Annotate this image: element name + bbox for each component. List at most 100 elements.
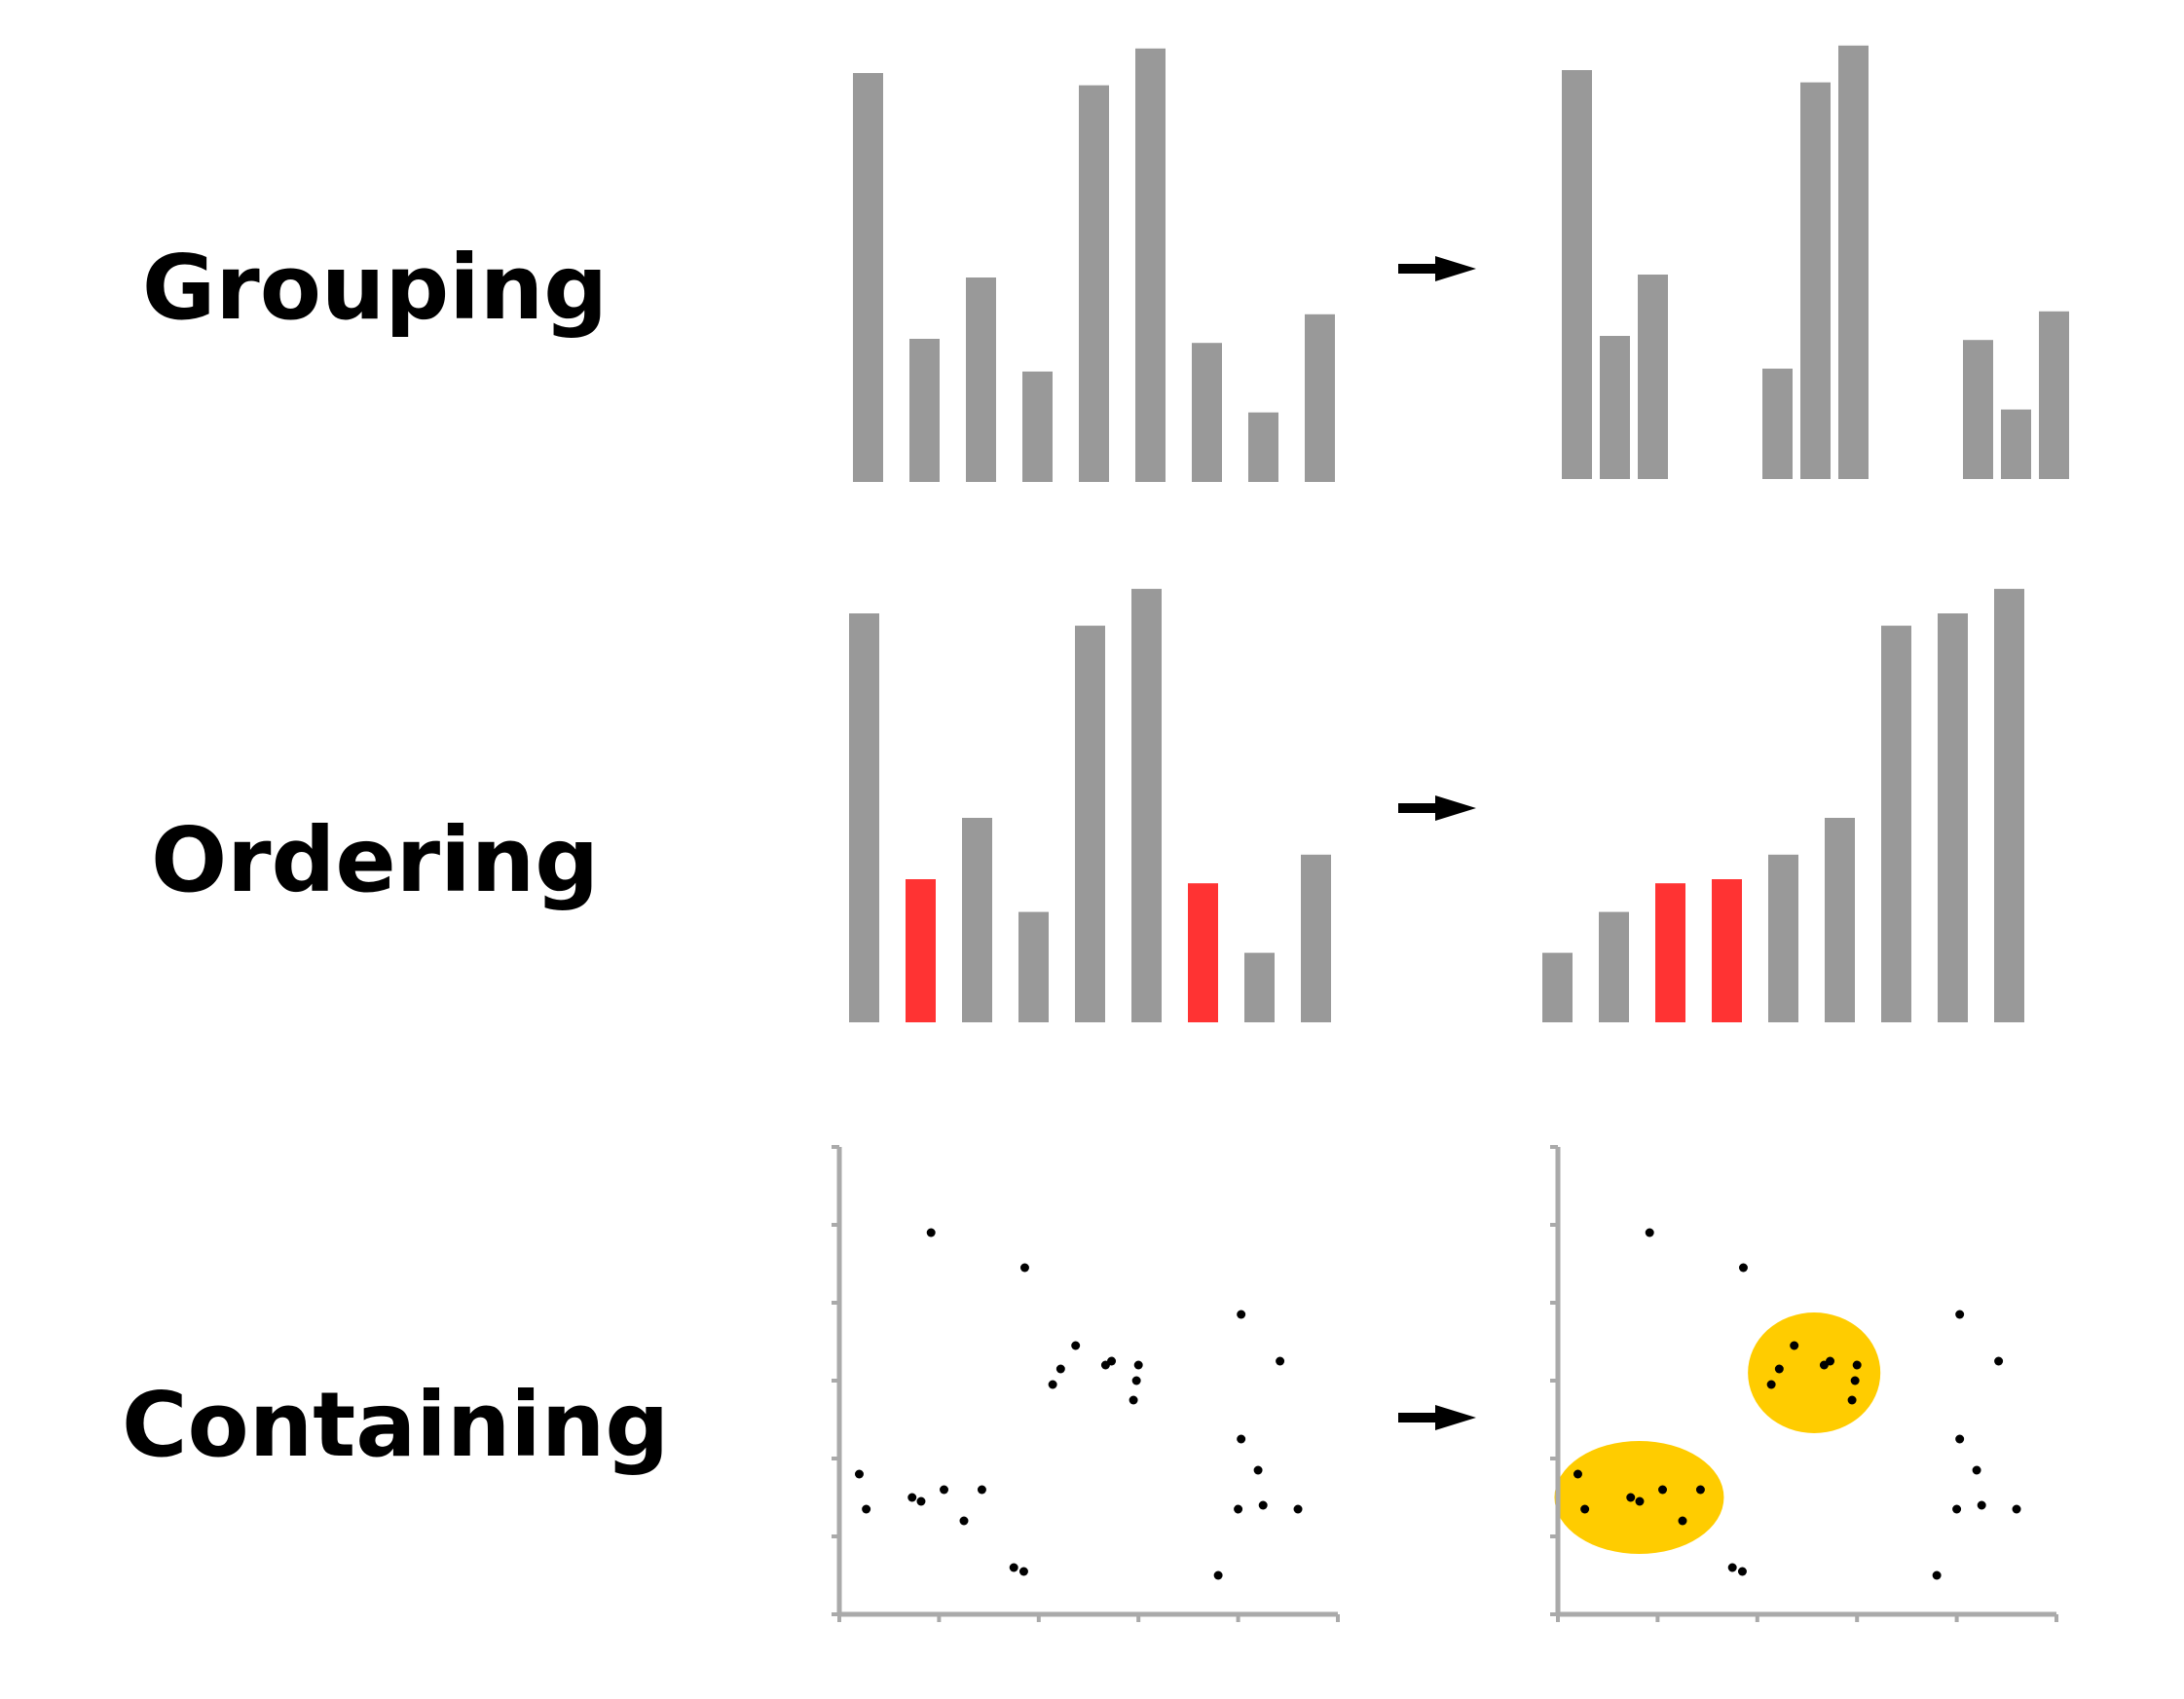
ordering-before-bar-5 [1131, 588, 1162, 1022]
arrow-head [1435, 1405, 1476, 1430]
arrow-head [1435, 256, 1476, 281]
ordering-before-bar-chart [849, 588, 1331, 1022]
ordering-before-bar-6 [1188, 883, 1218, 1022]
containing-after-scatter-plot [1550, 1145, 2058, 1622]
grouping-after-bar-0 [1562, 70, 1592, 479]
scatter-point-9 [1071, 1341, 1081, 1350]
scatter-point-24 [1213, 1570, 1223, 1580]
ordering-before-bar-8 [1301, 854, 1331, 1022]
scatter-point-23 [2012, 1504, 2021, 1514]
grouping-before-bar-2 [966, 277, 996, 482]
grouping-before-bar-4 [1079, 85, 1109, 482]
scatter-point-11 [1107, 1356, 1117, 1366]
grouping-after-bar-8 [2039, 311, 2069, 479]
grouping-after-bar-2 [1638, 275, 1668, 479]
arrow-shaft [1398, 1413, 1437, 1422]
scatter-point-12 [1131, 1376, 1141, 1385]
ordering-after-bar-6 [1881, 625, 1911, 1022]
scatter-point-5 [1678, 1516, 1687, 1526]
grouping-before-bar-8 [1305, 314, 1335, 482]
ordering-after-bar-4 [1768, 854, 1798, 1022]
scatter-point-6 [1695, 1485, 1705, 1495]
scatter-point-26 [1018, 1567, 1028, 1576]
scatter-point-1 [862, 1504, 871, 1514]
ordering-arrow-icon [1398, 795, 1476, 821]
container-ellipse-1 [1748, 1312, 1881, 1433]
grouping-after-bar-6 [1963, 340, 1993, 479]
grouping-after-bar-3 [1762, 368, 1793, 479]
grouping-before-bar-5 [1135, 48, 1166, 483]
scatter-point-3 [1635, 1496, 1645, 1506]
scatter-point-6 [977, 1485, 986, 1495]
ordering-before-bar-2 [962, 818, 992, 1022]
scatter-point-25 [1009, 1563, 1018, 1572]
arrow-shaft [1398, 264, 1437, 274]
scatter-point-21 [1234, 1504, 1243, 1514]
scatter-point-16 [1019, 1263, 1029, 1273]
scatter-point-1 [1580, 1504, 1590, 1514]
scatter-point-17 [1955, 1310, 1965, 1319]
scatter-point-13 [1133, 1360, 1143, 1370]
ordering-after-bar-chart [1542, 588, 2024, 1022]
scatter-point-5 [959, 1516, 969, 1526]
ordering-after-bar-3 [1712, 879, 1742, 1022]
scatter-point-15 [1645, 1228, 1654, 1237]
grouping-before-bar-0 [853, 73, 883, 482]
scatter-point-15 [926, 1228, 936, 1237]
ordering-after-bar-0 [1542, 952, 1573, 1022]
grouping-before-bar-chart [853, 48, 1335, 483]
scatter-point-2 [1626, 1493, 1636, 1502]
scatter-point-7 [1048, 1380, 1057, 1389]
ordering-after-bar-8 [1994, 588, 2024, 1022]
ordering-after-bar-5 [1825, 818, 1855, 1022]
ordering-before-bar-3 [1018, 911, 1049, 1022]
scatter-point-12 [1850, 1376, 1860, 1385]
scatter-point-8 [1055, 1364, 1065, 1374]
containing-arrow-icon [1398, 1405, 1476, 1430]
scatter-point-18 [1276, 1356, 1285, 1366]
ordering-after-bar-7 [1938, 613, 1968, 1022]
grouping-arrow-icon [1398, 256, 1476, 281]
scatter-point-18 [1994, 1356, 2004, 1366]
ordering-before-bar-0 [849, 613, 879, 1022]
scatter-point-23 [1293, 1504, 1303, 1514]
grouping-before-bar-3 [1022, 371, 1053, 482]
scatter-point-0 [854, 1469, 864, 1479]
arrow-shaft [1398, 803, 1437, 813]
scatter-point-26 [1737, 1567, 1747, 1576]
ordering-before-bar-4 [1075, 625, 1105, 1022]
scatter-point-24 [1932, 1570, 1942, 1580]
scatter-point-19 [1237, 1434, 1246, 1444]
ordering-label: Ordering [150, 808, 600, 912]
scatter-point-8 [1774, 1364, 1784, 1374]
scatter-point-22 [1977, 1500, 1986, 1510]
scatter-point-9 [1790, 1341, 1799, 1350]
scatter-point-20 [1253, 1465, 1263, 1475]
grouping-before-bar-6 [1192, 343, 1222, 482]
arrow-head [1435, 795, 1476, 821]
scatter-point-7 [1766, 1380, 1776, 1389]
scatter-point-3 [916, 1496, 926, 1506]
ordering-before-bar-7 [1244, 952, 1275, 1022]
ordering-after-bar-1 [1599, 911, 1629, 1022]
containing-label: Containing [122, 1373, 670, 1477]
scatter-point-11 [1826, 1356, 1835, 1366]
scatter-point-17 [1237, 1310, 1246, 1319]
scatter-point-14 [1847, 1395, 1857, 1405]
containing-before-scatter-plot [832, 1145, 1340, 1622]
grouping-after-bar-chart [1562, 45, 2069, 480]
grouping-after-bar-7 [2001, 409, 2031, 479]
scatter-point-4 [940, 1485, 949, 1495]
ordering-after-bar-2 [1655, 883, 1685, 1022]
grouping-after-bar-1 [1600, 336, 1630, 479]
scatter-point-19 [1955, 1434, 1965, 1444]
scatter-point-21 [1952, 1504, 1962, 1514]
scatter-point-14 [1129, 1395, 1138, 1405]
grouping-before-bar-7 [1248, 412, 1278, 482]
scatter-point-22 [1258, 1500, 1268, 1510]
scatter-point-4 [1658, 1485, 1668, 1495]
scatter-point-0 [1573, 1469, 1582, 1479]
scatter-point-16 [1738, 1263, 1748, 1273]
grouping-after-bar-4 [1800, 82, 1831, 479]
